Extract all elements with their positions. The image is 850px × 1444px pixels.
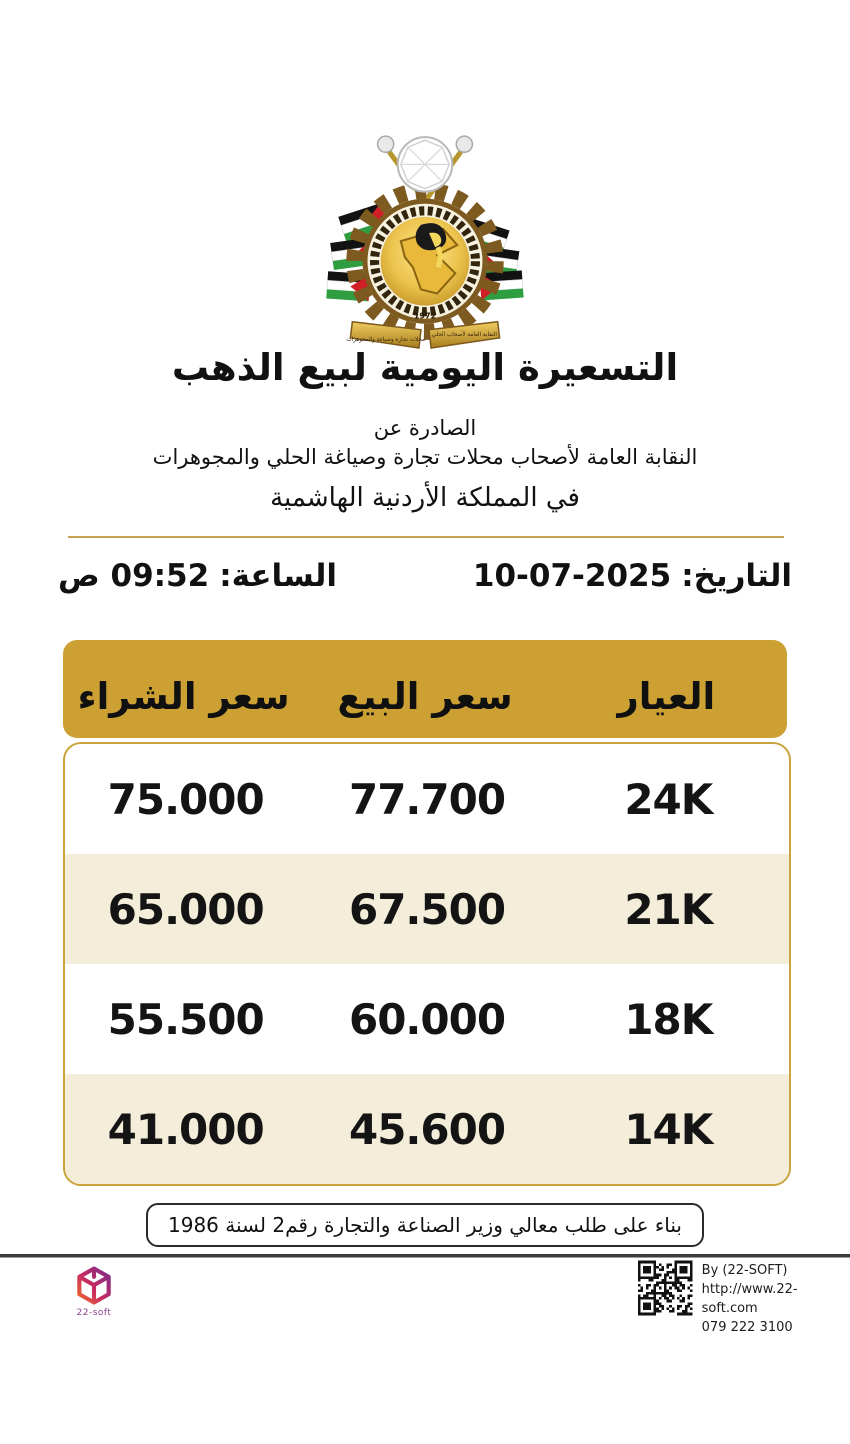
note-text: بناء على طلب معالي وزير الصناعة والتجارة…	[168, 1213, 682, 1237]
diamond-icon	[396, 136, 454, 193]
brand-name: 22-soft	[76, 1308, 112, 1318]
sell-price-cell: 60.000	[348, 994, 506, 1044]
footer-by: By (22-SOFT)	[701, 1263, 788, 1278]
price-table-body: 24K 77.700 75.000 21K 67.500 65.000 18K …	[63, 742, 791, 1186]
karat-cell: 18K	[624, 994, 713, 1044]
date-group: التاريخ: 10-07-2025	[473, 558, 792, 594]
gold-divider	[68, 536, 784, 538]
time-value: 09:52 ص	[58, 558, 210, 594]
page-title: التسعيرة اليومية لبيع الذهب	[171, 346, 679, 389]
cube-icon	[77, 1266, 111, 1305]
sell-price-cell: 67.500	[348, 884, 506, 934]
datetime-row: التاريخ: 10-07-2025 الساعة: 09:52 ص	[58, 558, 792, 594]
ribbon-right-text: النقابة العامة لأصحاب الحلي	[432, 330, 498, 338]
sell-price-cell: 45.600	[348, 1104, 506, 1154]
footer-phone: 079 222 3100	[701, 1319, 793, 1335]
syndicate-name-line: النقابة العامة لأصحاب محلات تجارة وصياغة…	[152, 445, 698, 469]
table-row-24k: 24K 77.700 75.000	[65, 744, 789, 854]
time-label: الساعة:	[219, 558, 338, 594]
table-row-21k: 21K 67.500 65.000	[65, 854, 789, 964]
ribbon-right: النقابة العامة لأصحاب الحلي	[428, 320, 501, 349]
header-cell-buy: سعر الشراء	[77, 674, 290, 718]
qr-contact-block: By (22-SOFT) http://www.22-soft.com 079 …	[638, 1260, 850, 1337]
footer-url: http://www.22-soft.com	[701, 1281, 798, 1316]
issued-by-line: الصادرة عن	[373, 416, 477, 440]
date-label: التاريخ:	[681, 558, 792, 594]
syndicate-emblem-logo: 1972 محلات تجارة وصياغة والمجوهرات النقا…	[320, 120, 530, 352]
footer-contact-text: By (22-SOFT) http://www.22-soft.com 079 …	[702, 1260, 850, 1337]
buy-price-cell: 41.000	[107, 1104, 265, 1154]
ribbon-left-text: محلات تجارة وصياغة والمجوهرات	[346, 337, 425, 343]
buy-price-cell: 75.000	[107, 774, 265, 824]
ribbon-left: محلات تجارة وصياغة والمجوهرات	[346, 320, 425, 349]
sell-price-cell: 77.700	[348, 774, 506, 824]
footer-divider	[0, 1254, 850, 1258]
kingdom-line: في المملكة الأردنية الهاشمية	[270, 483, 580, 513]
buy-price-cell: 65.000	[107, 884, 265, 934]
crucible-icon	[415, 223, 447, 269]
karat-cell: 14K	[624, 1104, 713, 1154]
karat-cell: 24K	[624, 774, 713, 824]
note-box: بناء على طلب معالي وزير الصناعة والتجارة…	[146, 1203, 704, 1247]
header-cell-karat: العيار	[617, 674, 716, 718]
logo-est-year: 1972	[414, 312, 436, 321]
qr-code-icon	[638, 1260, 693, 1316]
emblem-svg: 1972 محلات تجارة وصياغة والمجوهرات النقا…	[326, 135, 524, 349]
header-cell-sell: سعر البيع	[337, 674, 513, 718]
brand-logo: 22-soft	[66, 1264, 122, 1318]
time-group: الساعة: 09:52 ص	[58, 558, 337, 594]
buy-price-cell: 55.500	[107, 994, 265, 1044]
karat-cell: 21K	[624, 884, 713, 934]
table-row-18k: 18K 60.000 55.500	[65, 964, 789, 1074]
table-header: العيار سعر البيع سعر الشراء	[63, 640, 787, 738]
date-value: 10-07-2025	[472, 558, 672, 594]
table-row-14k: 14K 45.600 41.000	[65, 1074, 789, 1184]
